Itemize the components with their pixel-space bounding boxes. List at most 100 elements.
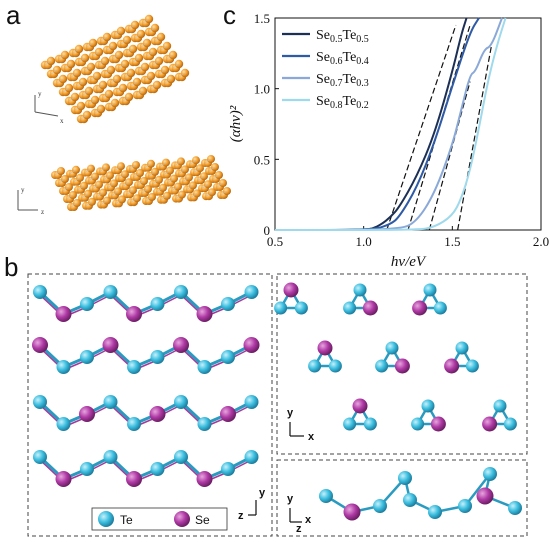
- bond: [58, 178, 66, 184]
- bond: [69, 169, 77, 175]
- bond: [98, 60, 106, 66]
- te-atom: [274, 301, 288, 315]
- plot-frame: [274, 17, 542, 231]
- box-top-view: [276, 273, 528, 455]
- bond: [70, 202, 78, 208]
- bond: [114, 30, 122, 36]
- bond: [104, 69, 112, 75]
- chain-cross-sections: [274, 282, 517, 432]
- te-atom: [375, 359, 389, 373]
- bond: [118, 173, 126, 179]
- bond: [54, 170, 62, 176]
- structure-view-bottom: [51, 155, 231, 211]
- bond: [141, 188, 149, 194]
- y-tick-label: 1.0: [254, 82, 270, 97]
- bond: [158, 69, 166, 75]
- bond: [172, 63, 180, 69]
- axis-ticks: 0.5 1.0 1.5 2.000.51.01.5: [254, 11, 549, 249]
- bond: [112, 54, 120, 60]
- helical-chains: [32, 285, 260, 487]
- bond: [148, 27, 156, 33]
- bond: [159, 162, 167, 167]
- axis-label-z: z: [296, 523, 302, 535]
- te-atom: [428, 505, 442, 519]
- bond: [142, 18, 150, 24]
- te-atom: [244, 395, 259, 409]
- bond: [138, 66, 146, 72]
- series-lines: [274, 17, 507, 232]
- bond: [118, 63, 126, 69]
- bond: [81, 193, 89, 199]
- te-atom: [373, 499, 387, 513]
- te-atom: [221, 297, 235, 311]
- se-atom: [173, 337, 189, 353]
- legend-te-marker: [98, 511, 114, 527]
- te-atom: [244, 450, 259, 464]
- bond: [82, 90, 90, 96]
- atom-legend: Te Se: [91, 507, 228, 531]
- te-atom: [319, 489, 333, 503]
- te-atom: [421, 399, 435, 413]
- bond: [122, 96, 130, 102]
- x-tick-label: 0.5: [267, 234, 283, 249]
- bond: [72, 48, 80, 54]
- bond: [66, 194, 74, 200]
- legend-se-label: Se: [195, 513, 210, 527]
- axis-label-x: x: [305, 514, 312, 526]
- x-tick-label: 1.5: [444, 234, 460, 249]
- bond: [130, 197, 138, 203]
- bond: [100, 36, 108, 42]
- bond: [178, 72, 186, 78]
- te-atom: [465, 359, 479, 373]
- te-atom: [458, 499, 472, 513]
- panel-label-b: b: [4, 252, 19, 282]
- te-atom: [80, 350, 94, 364]
- bond: [114, 165, 122, 171]
- x-axis-label: hν/eV: [391, 254, 427, 270]
- bond: [88, 99, 96, 105]
- bond: [74, 105, 82, 111]
- axis-label-x: x: [60, 117, 64, 125]
- bond: [94, 108, 102, 114]
- bond: [133, 172, 141, 178]
- bond: [212, 174, 220, 180]
- bond: [128, 24, 136, 30]
- bond: [116, 87, 124, 93]
- te-atom: [174, 450, 188, 464]
- te-atom: [221, 462, 235, 476]
- bond: [106, 45, 114, 51]
- te-atom: [493, 399, 507, 413]
- te-atom: [127, 360, 141, 374]
- bond: [96, 192, 104, 197]
- te-atom: [103, 285, 118, 299]
- te-atom: [56, 417, 71, 431]
- te-atom: [403, 493, 417, 507]
- bond: [90, 75, 98, 81]
- te-atom: [328, 359, 342, 373]
- bond: [167, 178, 175, 183]
- bond: [92, 51, 100, 57]
- te-atom: [103, 395, 118, 409]
- te-atom: [423, 283, 437, 297]
- bond: [136, 90, 144, 96]
- bond: [99, 167, 107, 172]
- axes-triad-side: y z: [238, 487, 266, 522]
- se-atom: [430, 416, 446, 432]
- bond: [154, 36, 162, 42]
- bond: [68, 96, 76, 102]
- orange-atom: [116, 26, 126, 36]
- bond: [144, 163, 152, 169]
- te-atom: [343, 301, 357, 315]
- se-atom: [352, 398, 368, 414]
- bond: [78, 57, 86, 63]
- bond: [102, 93, 110, 99]
- axes-triad-top: y x: [34, 90, 64, 125]
- bond: [124, 72, 132, 78]
- axes-triad-bottom: y z: [17, 186, 44, 216]
- bond: [197, 175, 205, 181]
- bond: [103, 175, 111, 180]
- te-atom: [150, 297, 165, 311]
- bond: [193, 167, 201, 173]
- te-atom: [127, 417, 141, 431]
